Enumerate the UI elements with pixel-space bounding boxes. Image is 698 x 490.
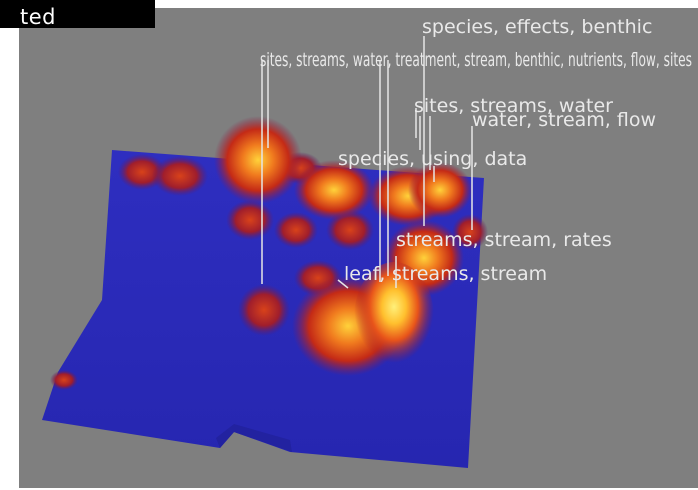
label-leader-lines <box>261 36 473 289</box>
label-leaf: leaf, <box>344 263 385 285</box>
label-overlap: sites, streams, water, treatment, stream… <box>260 49 692 71</box>
window-title: ted <box>20 5 56 29</box>
terrain-notch <box>216 424 292 452</box>
label-water-stream-flow: water, stream, flow <box>472 109 656 131</box>
label-streams-stream-rates: streams, stream, rates <box>396 229 612 251</box>
label-species-effects-benthic: species, effects, benthic <box>422 16 652 38</box>
label-streams-stream: streams, stream <box>392 263 547 285</box>
window-title-tab[interactable]: ted <box>0 0 155 29</box>
label-sites-streams-water: sites, streams, water <box>414 95 613 117</box>
topic-labels: species, effects, benthic sites, streams… <box>260 16 692 285</box>
label-species-using-data: species, using, data <box>338 148 527 170</box>
